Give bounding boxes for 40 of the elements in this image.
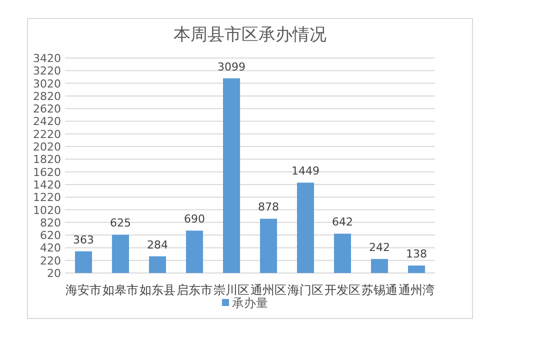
x-tick-label: 海门区	[288, 283, 324, 297]
data-label: 242	[369, 240, 390, 254]
data-label: 3099	[218, 60, 246, 74]
data-label: 363	[73, 233, 94, 246]
x-tick-label: 崇川区	[214, 283, 250, 297]
y-tick-label: 2020	[33, 140, 61, 154]
y-tick-label: 420	[40, 242, 61, 255]
y-tick-label: 620	[40, 229, 61, 242]
x-tick-label: 通州区	[250, 283, 286, 297]
data-label: 690	[184, 212, 205, 226]
x-tick-label: 如东县	[140, 283, 176, 297]
y-tick-label: 3020	[33, 77, 61, 90]
chart-title: 本周县市区承办情况	[174, 25, 326, 45]
y-tick-label: 1620	[33, 166, 61, 179]
y-tick-label: 2220	[33, 128, 61, 141]
y-tick-label: 2420	[33, 115, 61, 128]
y-tick-label: 20	[47, 267, 61, 280]
data-label: 642	[332, 216, 353, 229]
x-tick-label: 苏锡通	[362, 283, 398, 297]
data-label: 878	[258, 200, 279, 214]
y-tick-label: 1820	[33, 153, 61, 166]
x-tick-label: 启东市	[176, 283, 212, 297]
y-tick-label: 1220	[33, 191, 61, 204]
data-label: 1449	[292, 164, 320, 178]
y-tick-label: 2820	[33, 90, 61, 103]
data-label: 625	[110, 216, 131, 230]
y-tick-label: 3420	[33, 52, 61, 65]
data-label: 284	[147, 238, 168, 252]
y-tick-label: 220	[40, 254, 61, 268]
y-tick-label: 820	[40, 216, 61, 230]
x-tick-label: 开发区	[324, 283, 360, 297]
y-tick-label: 3220	[33, 64, 61, 78]
x-tick-label: 通州湾	[398, 283, 434, 297]
legend-label: 承办量	[232, 296, 268, 310]
y-tick-label: 1020	[33, 204, 61, 217]
y-tick-label: 2620	[33, 102, 61, 116]
x-tick-label: 海安市	[66, 283, 102, 297]
data-label: 138	[406, 248, 427, 261]
y-tick-label: 1420	[33, 178, 61, 192]
x-tick-label: 如皋市	[102, 283, 138, 297]
